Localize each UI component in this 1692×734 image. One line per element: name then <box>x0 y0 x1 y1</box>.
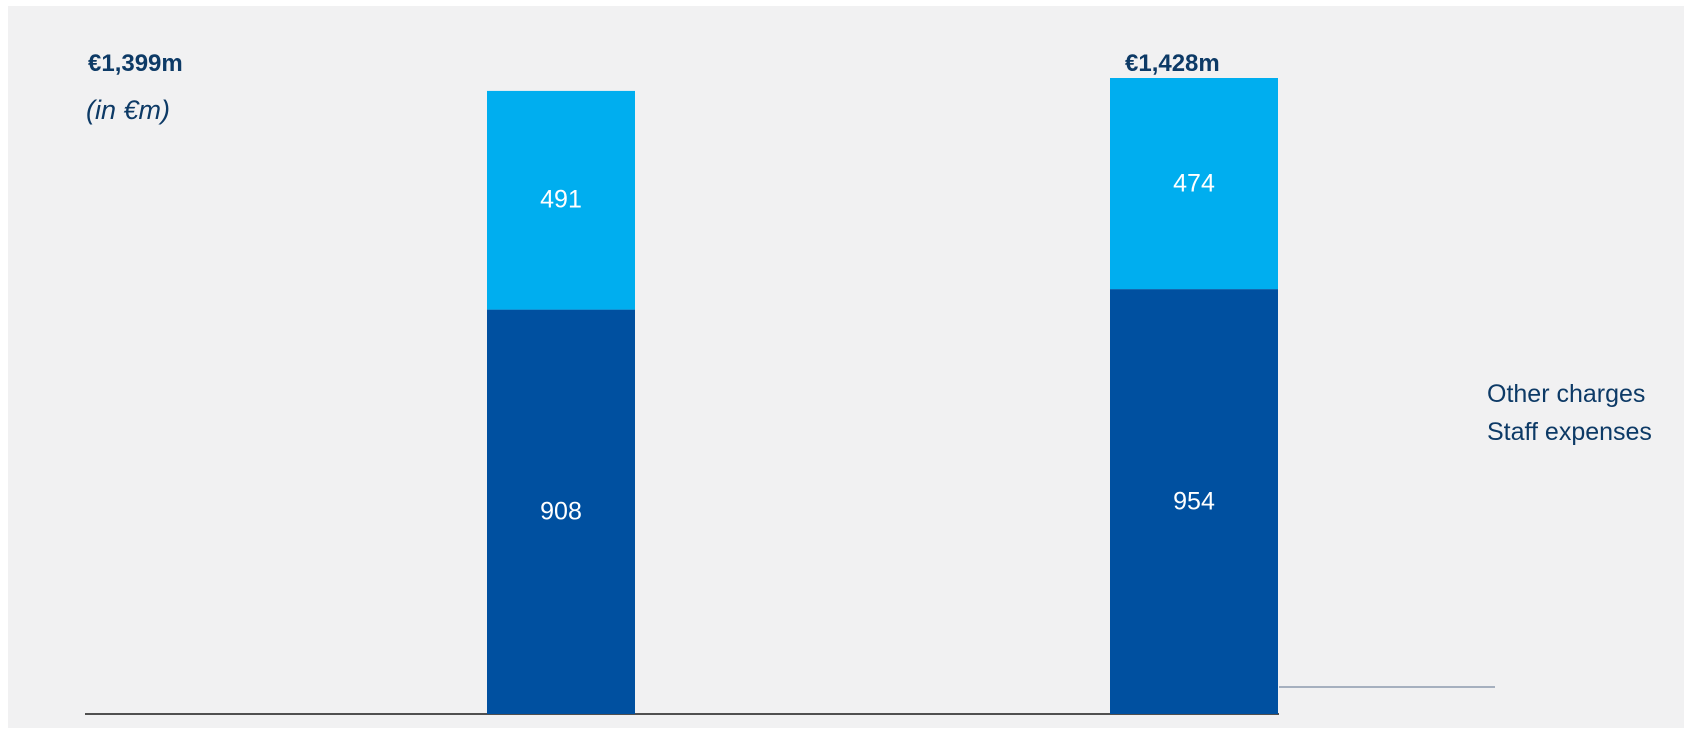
chart-panel <box>8 6 1684 728</box>
legend-staff-expenses: Staff expenses <box>1487 418 1652 446</box>
total-label-2: €1,428m <box>1125 50 1220 77</box>
unit-label: (in €m) <box>86 95 171 125</box>
bar-other-charges-1 <box>487 90 635 310</box>
bar-staff-expenses-2 <box>1110 289 1278 714</box>
data-label-staff-expenses-2: 954 <box>1173 487 1215 516</box>
bar-staff-expenses-1 <box>487 309 635 714</box>
data-label-staff-expenses-1: 908 <box>540 497 582 526</box>
total-label-1: €1,399m <box>88 50 183 77</box>
data-label-other-charges-2: 474 <box>1173 169 1215 198</box>
bar-other-charges-2 <box>1110 78 1278 290</box>
legend-other-charges: Other charges <box>1487 380 1646 408</box>
data-label-other-charges-1: 491 <box>540 185 582 214</box>
